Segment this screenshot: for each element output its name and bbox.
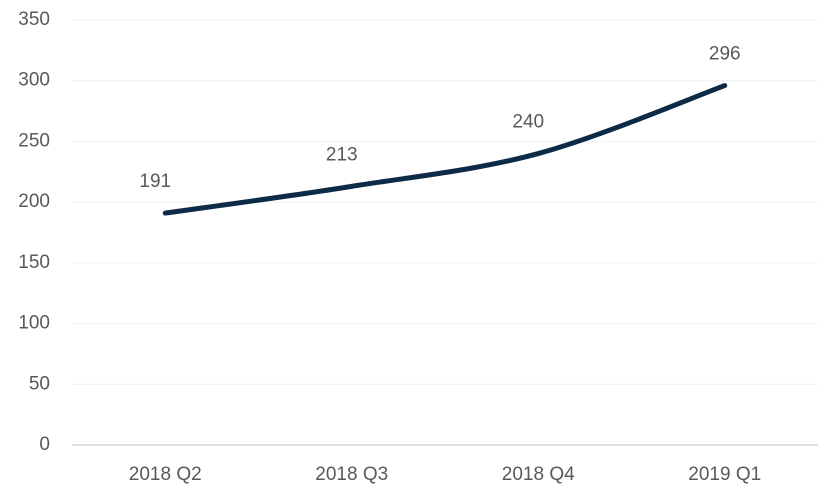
x-tick-label: 2018 Q3 bbox=[315, 464, 388, 485]
y-tick-label: 100 bbox=[18, 313, 50, 334]
x-tick-label: 2019 Q1 bbox=[688, 464, 761, 485]
y-tick-label: 300 bbox=[18, 70, 50, 91]
data-label: 213 bbox=[326, 144, 358, 165]
y-tick-label: 350 bbox=[18, 9, 50, 30]
y-tick-label: 150 bbox=[18, 252, 50, 273]
data-label: 191 bbox=[139, 171, 171, 192]
data-label: 240 bbox=[512, 112, 544, 133]
line bbox=[162, 83, 728, 216]
y-tick-label: 50 bbox=[29, 373, 50, 394]
y-tick-label: 0 bbox=[39, 434, 50, 455]
data-label: 296 bbox=[709, 44, 741, 65]
y-tick-label: 250 bbox=[18, 130, 50, 151]
x-tick-label: 2018 Q4 bbox=[502, 464, 575, 485]
x-tick-label: 2018 Q2 bbox=[129, 464, 202, 485]
y-tick-label: 200 bbox=[18, 191, 50, 212]
